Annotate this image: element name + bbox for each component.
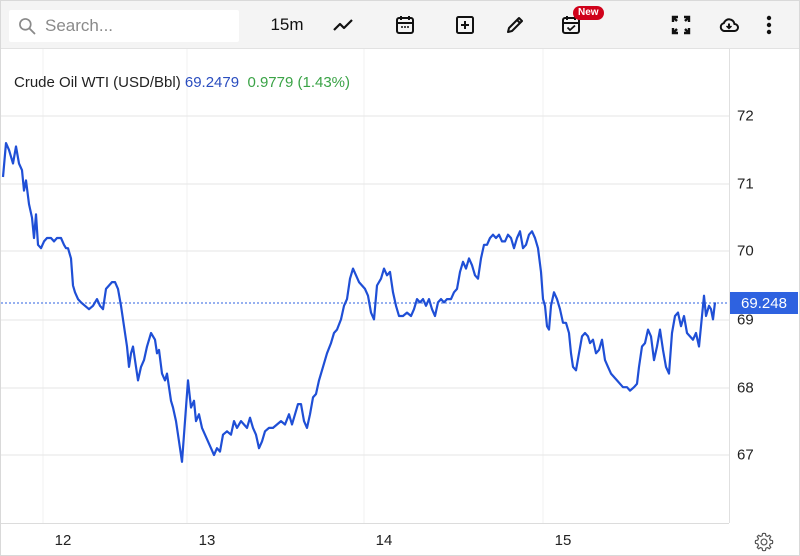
current-price-label: 69.248 xyxy=(730,292,798,314)
time-tick-label: 13 xyxy=(198,532,216,549)
price-tick-label: 70 xyxy=(737,242,754,260)
line-chart-icon xyxy=(333,19,353,31)
calendar-check-icon xyxy=(562,16,580,34)
legend-price: 69.2479 xyxy=(184,74,240,91)
more-vertical-icon xyxy=(766,15,772,35)
price-axis[interactable] xyxy=(729,49,799,523)
price-tick-label: 69 xyxy=(737,311,754,329)
chart-settings-button[interactable] xyxy=(753,531,775,553)
chart-type-button[interactable] xyxy=(329,10,357,40)
search-placeholder: Search... xyxy=(45,16,114,35)
date-range-button[interactable] xyxy=(391,10,419,40)
add-indicator-button[interactable] xyxy=(451,10,479,40)
time-tick-label: 14 xyxy=(375,532,393,549)
vertical-gridlines xyxy=(42,49,544,523)
events-button[interactable]: New xyxy=(557,6,604,40)
search-input[interactable]: Search... xyxy=(9,10,239,42)
interval-button[interactable]: 15m xyxy=(270,15,304,34)
price-tick-label: 71 xyxy=(737,175,754,193)
cloud-download-icon xyxy=(719,18,739,32)
legend-symbol: Crude Oil WTI (USD/Bbl) xyxy=(14,74,181,91)
price-tick-label: 72 xyxy=(737,107,754,125)
calendar-icon xyxy=(396,16,414,34)
time-tick-label: 12 xyxy=(54,532,72,549)
gear-icon xyxy=(754,532,774,552)
add-indicator-icon xyxy=(456,16,474,34)
legend-change: 0.9779 (1.43%) xyxy=(247,74,351,91)
search-icon xyxy=(19,18,36,35)
price-tick-label: 68 xyxy=(737,379,754,397)
chart-legend: Crude Oil WTI (USD/Bbl) 69.2479 0.9779 (… xyxy=(14,74,350,91)
new-badge: New xyxy=(573,6,604,20)
pencil-icon xyxy=(507,17,523,33)
more-options-button[interactable] xyxy=(757,10,781,40)
draw-button[interactable] xyxy=(501,10,529,40)
time-axis[interactable] xyxy=(1,523,729,556)
fullscreen-icon xyxy=(671,15,691,35)
download-button[interactable] xyxy=(715,10,743,40)
price-tick-label: 67 xyxy=(737,446,754,464)
time-tick-label: 15 xyxy=(554,532,572,549)
toolbar: Search... 15m New xyxy=(1,1,799,49)
fullscreen-button[interactable] xyxy=(667,10,695,40)
price-series-line xyxy=(1,142,717,463)
